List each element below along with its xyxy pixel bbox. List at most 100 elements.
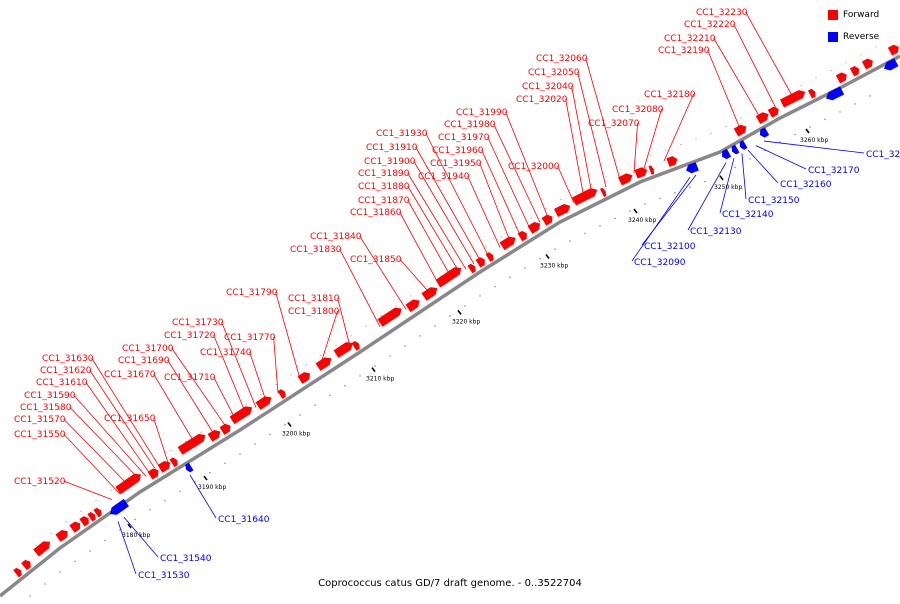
reverse-gene-label: CC1_32130 (690, 227, 742, 237)
track-dot (740, 117, 742, 119)
forward-leader-line (249, 351, 267, 402)
forward-gene (571, 188, 598, 206)
track-dot (215, 422, 217, 424)
track-dot (614, 217, 616, 220)
forward-gene-label: CC1_31940 (418, 172, 470, 182)
forward-gene (147, 468, 159, 480)
track-dot (254, 443, 256, 445)
track-dot (770, 100, 772, 102)
track-dot (164, 499, 166, 502)
forward-arrow-shape (807, 88, 816, 99)
forward-leader-line (425, 132, 489, 256)
forward-gene-label: CC1_31610 (36, 378, 88, 388)
scale-label: 3260 kbp (800, 137, 828, 144)
forward-gene (648, 165, 655, 175)
reverse-gene (739, 140, 748, 150)
forward-gene-label: CC1_31890 (358, 169, 410, 179)
track-dot (50, 532, 52, 534)
track-dot (794, 133, 796, 136)
forward-leader-line (733, 23, 777, 109)
reverse-arrow-shape (686, 162, 699, 174)
forward-leader-line (275, 291, 301, 380)
forward-leader-line (339, 248, 381, 327)
forward-leader-line (633, 122, 638, 174)
forward-gene-label: CC1_31840 (310, 232, 362, 242)
forward-gene (861, 58, 873, 70)
scale-tick (805, 128, 810, 134)
track-dot (815, 77, 817, 79)
track-dot (749, 158, 751, 160)
forward-arrow-shape (333, 342, 353, 358)
forward-gene-label: CC1_31620 (40, 366, 92, 376)
track-dot (269, 433, 271, 436)
reverse-arrow-shape (884, 58, 899, 71)
reverse-gene (760, 127, 770, 138)
forward-arrow-shape (517, 230, 527, 242)
forward-arrow-shape (219, 423, 231, 435)
forward-gene (13, 567, 22, 578)
forward-leader-line (153, 417, 169, 463)
scale-label: 3220 kbp (452, 318, 480, 325)
forward-arrow-shape (527, 222, 541, 234)
forward-arrow-shape (571, 188, 598, 206)
track-dot (320, 354, 322, 356)
forward-gene-label: CC1_31830 (290, 245, 342, 255)
reverse-arrow-shape (739, 140, 748, 150)
track-dot (89, 550, 91, 552)
forward-arrow-shape (755, 112, 769, 124)
reverse-leader-line (117, 521, 137, 575)
forward-gene-label: CC1_31520 (14, 477, 66, 487)
forward-gene-label: CC1_31690 (118, 356, 170, 366)
reverse-leader-line (687, 162, 727, 231)
forward-leader-line (167, 359, 215, 435)
legend-reverse: Reverse (828, 30, 892, 44)
track-dot (725, 126, 727, 128)
track-dot (65, 521, 67, 523)
track-dot (344, 385, 346, 387)
track-dot (230, 412, 232, 415)
forward-gene (169, 457, 178, 468)
forward-leader-line (479, 162, 511, 242)
scale-tick (203, 475, 208, 481)
forward-leader-line (89, 369, 157, 471)
forward-arrow-shape (13, 567, 22, 578)
forward-leader-line (399, 211, 441, 287)
forward-gene (541, 214, 553, 226)
forward-arrow-shape (157, 460, 171, 473)
scale-label: 3190 kbp (198, 484, 226, 491)
forward-leader-line (663, 93, 694, 162)
forward-arrow-shape (467, 263, 476, 274)
forward-gene-label: CC1_31580 (20, 403, 72, 413)
track-dot (359, 375, 361, 377)
forward-gene-label: CC1_31550 (14, 430, 66, 440)
forward-leader-line (359, 235, 407, 310)
forward-leader-line (221, 321, 257, 408)
forward-gene-label: CC1_31700 (122, 344, 174, 354)
forward-leader-line (319, 310, 338, 367)
reverse-gene-label: CC1_32160 (780, 180, 832, 190)
forward-arrow-shape (207, 429, 221, 442)
forward-leader-line (413, 160, 475, 265)
forward-gene (666, 156, 678, 167)
forward-leader-line (493, 123, 541, 223)
forward-leader-line (73, 394, 147, 477)
track-dot (860, 54, 862, 56)
track-dot (239, 453, 241, 455)
forward-arrow-shape (255, 396, 272, 410)
track-dot (839, 111, 841, 113)
forward-leader-line (505, 111, 549, 218)
scale-tick (545, 254, 550, 259)
scale-tick (719, 175, 724, 181)
forward-arrow-shape (277, 389, 286, 399)
track-dot (119, 529, 121, 531)
forward-gene-label: CC1_31850 (350, 255, 402, 265)
forward-arrow-shape (147, 468, 159, 480)
reverse-leader-line (741, 153, 747, 200)
forward-arrow-shape (553, 204, 571, 218)
forward-leader-line (713, 37, 761, 118)
forward-arrow-shape (79, 516, 89, 527)
track-dot (530, 217, 532, 219)
track-dot (674, 192, 676, 194)
track-dot (410, 295, 412, 297)
track-dot (575, 191, 577, 193)
